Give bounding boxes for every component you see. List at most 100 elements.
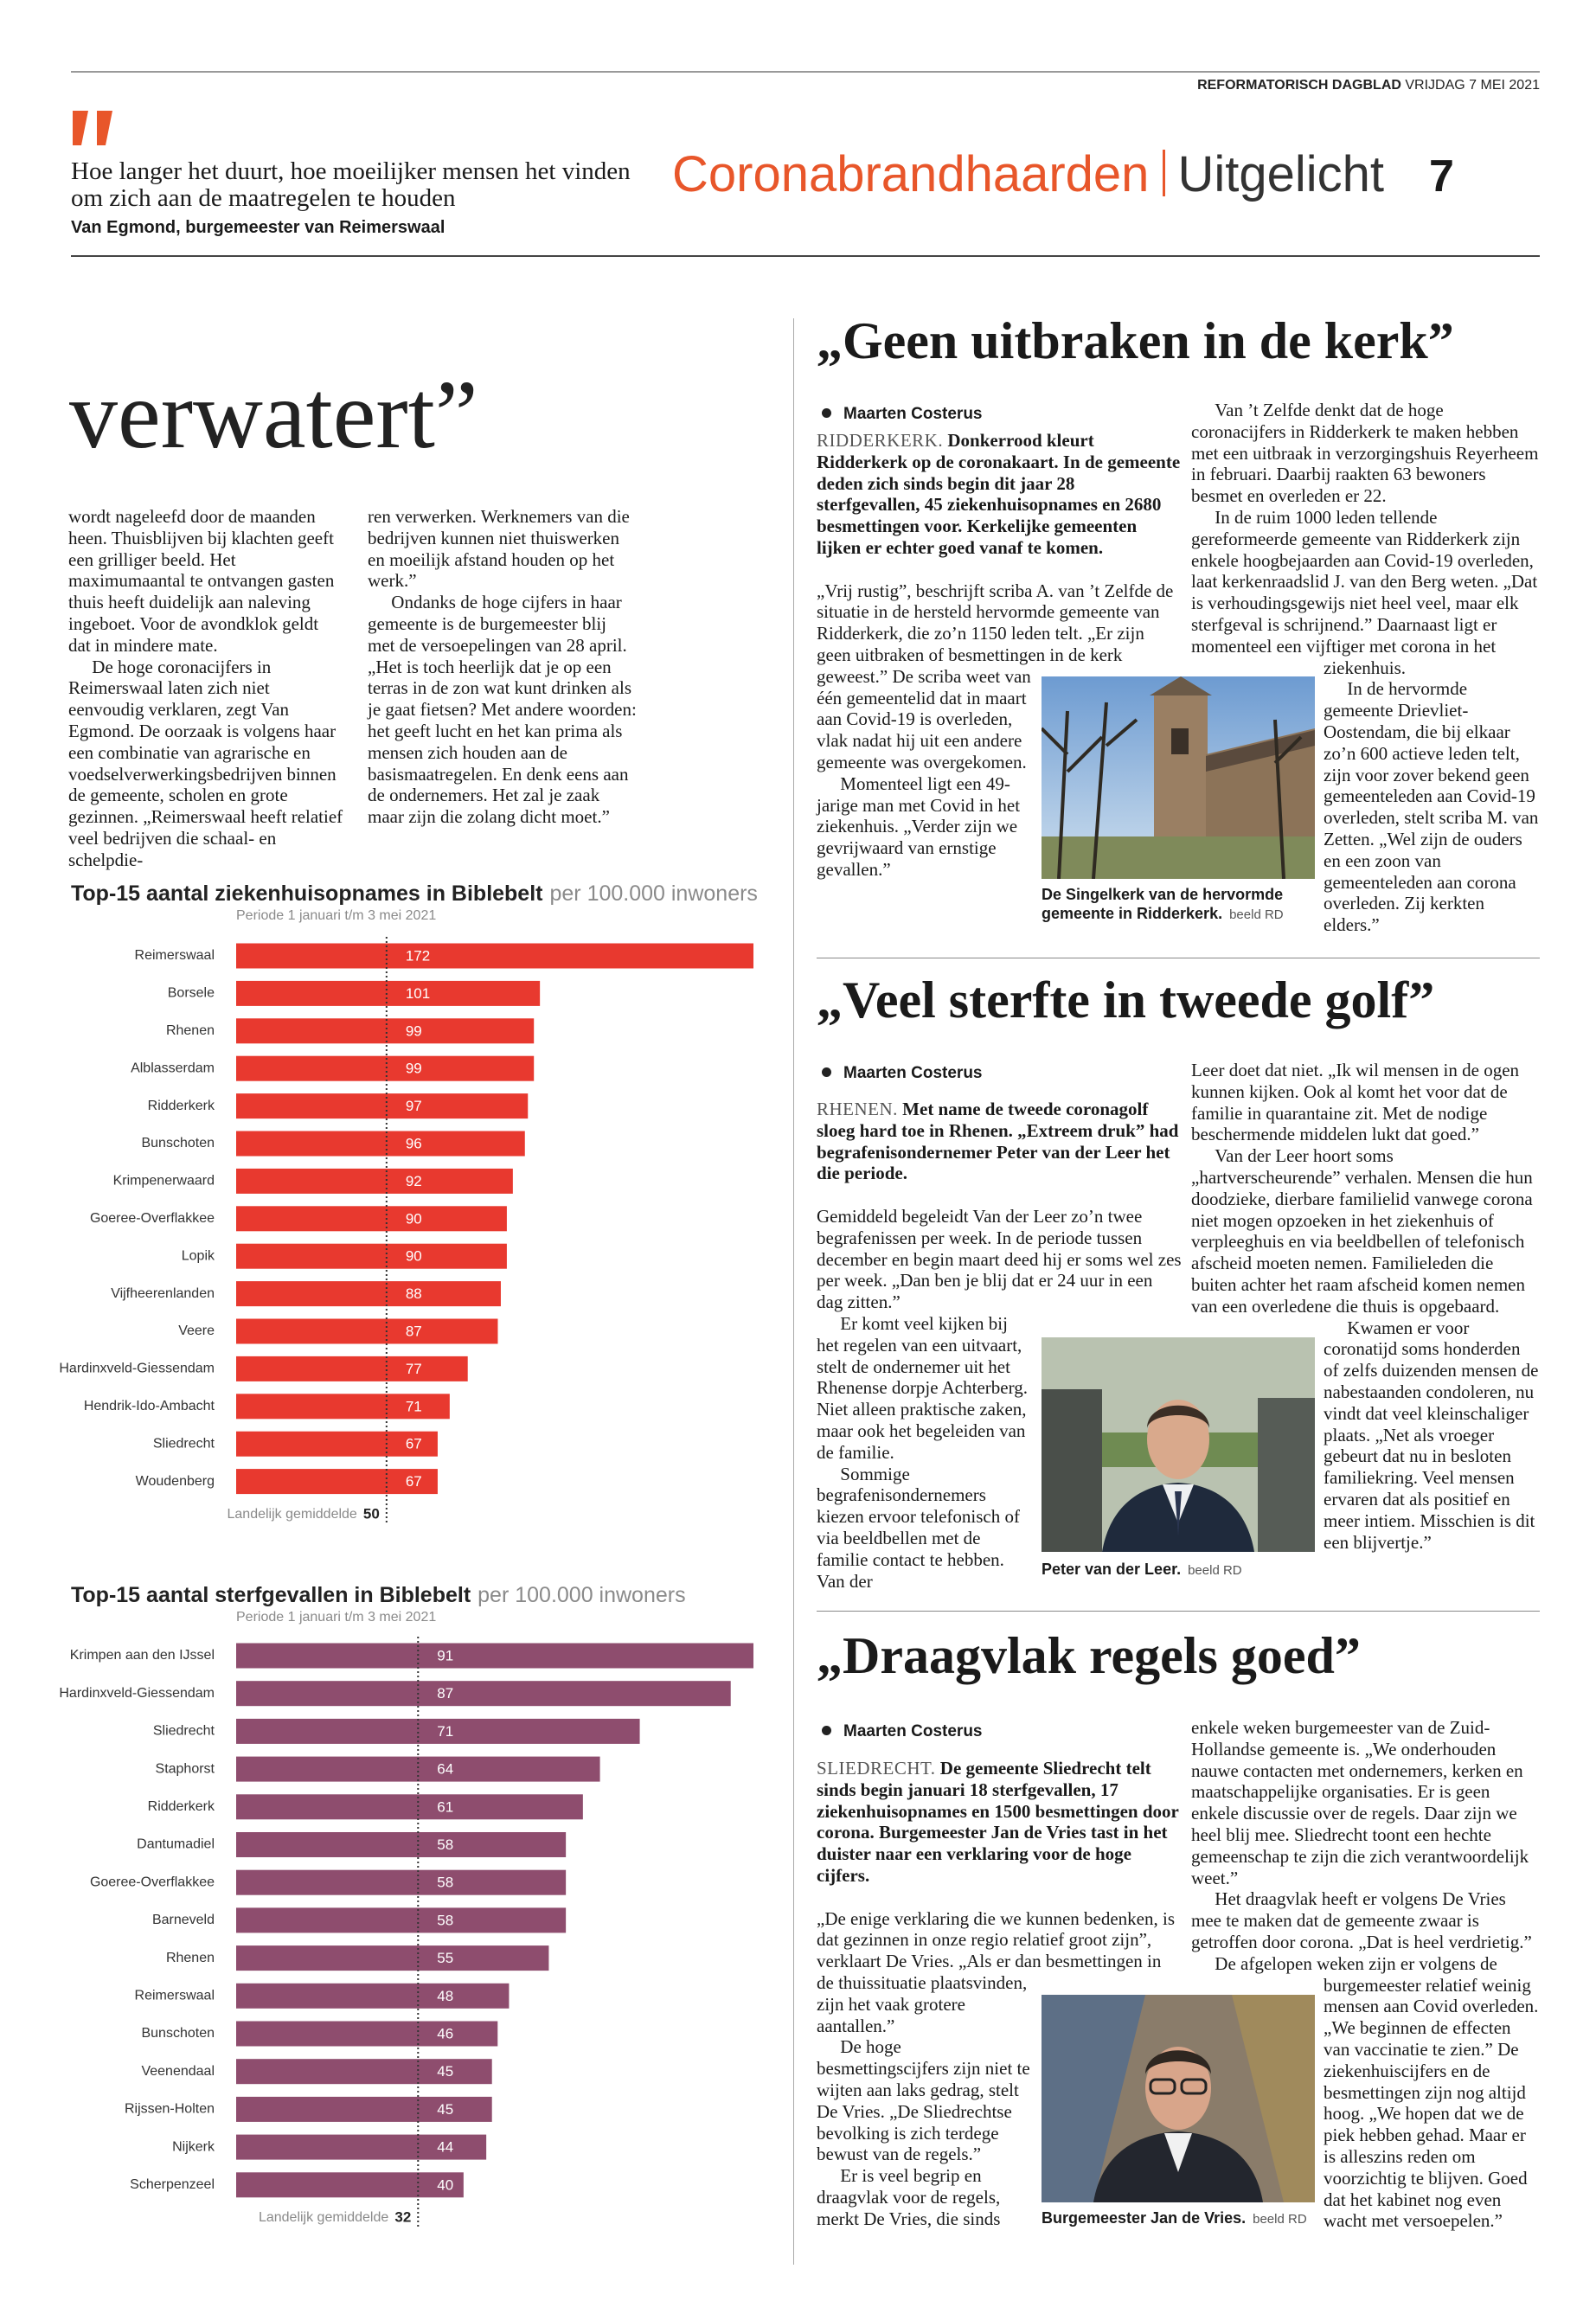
category-label: Ridderkerk [148,1799,215,1814]
section-name: Coronabrandhaarden [672,146,1150,202]
byline: Maarten Costerus [817,1722,983,1741]
category-label: Rhenen [166,1023,215,1038]
section-divider [1163,150,1166,196]
photo-caption: Burgemeester Jan de Vries. beeld RD [1042,2208,1327,2229]
category-label: Hardinxveld-Giessendam [59,1686,215,1701]
reference-value: 50 [363,1505,380,1522]
photo-portrait [1042,1337,1315,1552]
paragraph: De hoge coronacijfers in Reimerswaal lat… [68,656,343,870]
value-label: 67 [406,1436,422,1452]
text-column: Van ’t Zelfde denkt dat de hoge coronaci… [1191,400,1540,936]
value-label: 67 [406,1473,422,1490]
bar [236,1356,468,1381]
text-column: wordt nageleefd door de maanden heen. Th… [68,506,343,871]
paragraph: Het draagvlak heeft er volgens De Vries … [1191,1888,1532,1952]
category-label: Goeree-Overflakkee [90,1875,215,1889]
text-column: Leer doet dat niet. „Ik wil mensen in de… [1191,1060,1540,1590]
value-label: 172 [406,947,430,964]
paper-name: REFORMATORISCH DAGBLAD [1197,78,1401,93]
paragraph: De hoge besmettingscijfers zijn niet te … [817,2036,1030,2165]
value-label: 97 [406,1098,422,1114]
bar [236,1832,567,1857]
value-label: 87 [406,1323,422,1339]
bar [236,1093,529,1119]
masthead: REFORMATORISCH DAGBLAD VRIJDAG 7 MEI 202… [1197,78,1540,93]
chart-title: Top-15 aantal ziekenhuisopnames in Bible… [71,881,758,906]
bar [236,1983,510,2009]
dateline: RHENEN. [817,1099,898,1119]
paragraph: Leer doet dat niet. „Ik wil mensen in de… [1191,1060,1520,1145]
photo-portrait [1042,1995,1315,2202]
value-label: 58 [437,1836,453,1853]
paragraph: De afgelopen weken zijn er volgens de bu… [1215,1952,1539,2232]
value-label: 87 [437,1685,453,1702]
bar [236,1206,507,1232]
category-label: Barneveld [152,1913,215,1927]
dateline: RIDDERKERK. [817,430,944,451]
value-label: 45 [437,2101,453,2118]
value-label: 99 [406,1022,422,1039]
lead-text: Donkerrood kleurt Ridderkerk op de coron… [817,430,1181,558]
quote-attribution: Van Egmond, burgemeester van Reimerswaal [71,218,445,237]
value-label: 92 [406,1173,422,1189]
category-label: Veere [178,1324,215,1338]
value-label: 71 [406,1398,422,1414]
bar [236,2172,464,2198]
paragraph: Sommige begrafenisondernemers kiezen erv… [817,1463,1020,1592]
category-label: Krimpen aan den IJssel [70,1648,215,1663]
paragraph: enkele weken burgemeester van de Zuid-Ho… [1191,1717,1529,1888]
category-label: Ridderkerk [148,1099,215,1113]
category-label: Scherpenzeel [130,2177,215,2192]
value-label: 64 [437,1761,453,1778]
column-separator [793,318,794,2265]
bar [236,1018,535,1044]
value-label: 88 [406,1285,422,1302]
caption-text: Peter van der Leer. [1042,1561,1182,1578]
charts: Top-15 aantal ziekenhuisopnames in Bible… [59,881,758,2227]
section-heading: Coronabrandhaarden Uitgelicht 7 [672,145,1454,203]
category-label: Lopik [182,1248,215,1263]
bar [236,2096,492,2122]
category-label: Sliedrecht [153,1724,215,1739]
category-label: Vijfheerenlanden [111,1286,215,1301]
photo-credit: beeld RD [1253,2212,1307,2227]
category-label: Dantumadiel [137,1837,215,1852]
bar [236,1318,498,1344]
category-label: Alblasserdam [131,1061,215,1075]
category-label: Krimpenerwaard [113,1174,215,1189]
paragraph: Kwamen er voor coronatijd soms honderden… [1324,1317,1539,1553]
category-label: Woudenberg [136,1474,215,1489]
bar [236,1168,513,1194]
bar [236,2059,492,2085]
bar [236,1945,549,1971]
article-headline: „Geen uitbraken in de kerk” [817,312,1454,369]
paragraph: Momenteel ligt een 49-jarige man met Cov… [817,772,1021,880]
lead-text: De gemeente Sliedrecht telt sinds begin … [817,1758,1179,1886]
bar [236,1794,583,1820]
value-label: 90 [406,1248,422,1265]
lead-paragraph: RHENEN. Met name de tweede coronagolf sl… [817,1099,1182,1184]
paragraph: Ondanks de hoge cijfers in haar gemeente… [368,592,637,828]
category-label: Goeree-Overflakkee [90,1211,215,1226]
value-label: 58 [437,1875,453,1891]
category-label: Hendrik-Ido-Ambacht [84,1399,215,1413]
category-label: Hardinxveld-Giessendam [59,1362,215,1376]
value-label: 91 [437,1647,453,1663]
bar [236,1718,640,1744]
reference-label: Landelijk gemiddelde [228,1507,357,1522]
bar [236,1681,731,1707]
category-label: Staphorst [156,1761,215,1776]
value-label: 48 [437,1988,453,2004]
text-column: RIDDERKERK. Donkerrood kleurt Ridderkerk… [817,430,1182,929]
value-label: 90 [406,1210,422,1227]
value-label: 58 [437,1912,453,1928]
category-label: Bunschoten [141,1136,215,1150]
date: VRIJDAG 7 MEI 2021 [1405,78,1540,93]
text-column: SLIEDRECHT. De gemeente Sliedrecht telt … [817,1758,1182,2247]
reference-value: 32 [394,2208,411,2225]
paragraph: Er komt veel kijken bij het regelen van … [817,1312,1028,1463]
value-label: 44 [437,2139,453,2156]
caption-text: De Singelkerk van de hervormde gemeente … [1042,886,1284,922]
value-label: 71 [437,1723,453,1740]
bar [236,1756,600,1782]
